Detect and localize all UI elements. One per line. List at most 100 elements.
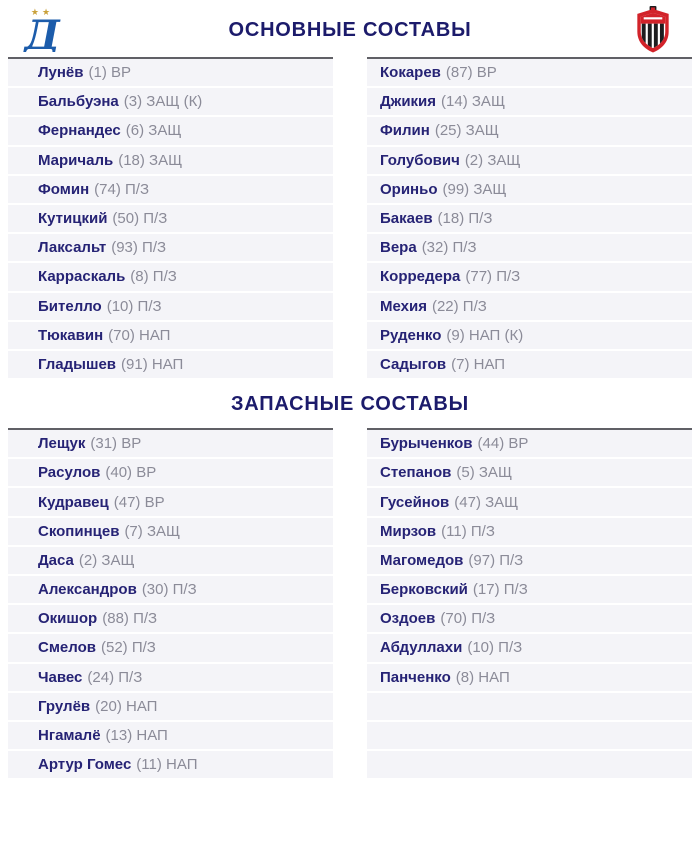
player-number-position: (7) ЗАЩ bbox=[124, 522, 181, 540]
player-name: Бурыченков bbox=[380, 435, 473, 453]
player-row: Нгамалё (13) НАП bbox=[8, 721, 333, 752]
player-row: Окишор (88) П/З bbox=[8, 605, 333, 635]
player-name: Голубович bbox=[380, 151, 460, 169]
player-row: Грулёв (20) НАП bbox=[8, 692, 333, 722]
player-number-position: (93) П/З bbox=[111, 239, 167, 257]
empty-row bbox=[367, 751, 692, 781]
player-row: Тюкавин (70) НАП bbox=[8, 321, 333, 351]
subs-away-column: Бурыченков (44) ВР Степанов (5) ЗАЩ Гусейнов… bbox=[367, 428, 692, 781]
player-name: Тюкавин bbox=[38, 326, 104, 344]
player-number-position: (70) НАП bbox=[108, 326, 171, 344]
main-home-column: Лунёв (1) ВР Бальбуэна (3) ЗАЩ (К) Фернандес… bbox=[8, 57, 333, 381]
player-row: Фернандес (6) ЗАЩ bbox=[8, 117, 333, 147]
player-number-position: (22) П/З bbox=[431, 297, 487, 315]
player-row: Магомедов (97) П/З bbox=[367, 546, 692, 576]
svg-text:★★: ★★ bbox=[31, 7, 53, 17]
player-name: Артур Гомес bbox=[38, 756, 132, 774]
player-number-position: (1) ВР bbox=[88, 64, 132, 82]
player-number-position: (32) П/З bbox=[421, 239, 477, 257]
player-number-position: (24) П/З bbox=[87, 668, 143, 686]
player-name: Фомин bbox=[38, 180, 90, 198]
player-number-position: (3) ЗАЩ (К) bbox=[123, 93, 203, 111]
player-number-position: (40) ВР bbox=[105, 464, 157, 482]
player-row: Бальбуэна (3) ЗАЩ (К) bbox=[8, 88, 333, 118]
player-name: Маричаль bbox=[38, 151, 114, 169]
player-row: Кутицкий (50) П/З bbox=[8, 204, 333, 235]
player-name: Кокарев bbox=[380, 64, 441, 82]
player-number-position: (14) ЗАЩ bbox=[441, 93, 506, 111]
player-row: Александров (30) П/З bbox=[8, 576, 333, 606]
player-name: Садыгов bbox=[380, 355, 447, 373]
player-name: Грулёв bbox=[38, 697, 91, 715]
player-number-position: (5) ЗАЩ bbox=[456, 464, 513, 482]
player-row: Мехия (22) П/З bbox=[367, 292, 692, 322]
player-number-position: (2) ЗАЩ bbox=[78, 551, 135, 569]
dynamo-moscow-crest-icon: ★★ Д bbox=[21, 4, 63, 59]
player-name: Мирзов bbox=[380, 522, 437, 540]
player-name: Расулов bbox=[38, 464, 101, 482]
player-row: Степанов (5) ЗАЩ bbox=[367, 459, 692, 489]
player-row: Гусейнов (47) ЗАЩ bbox=[367, 488, 692, 518]
player-number-position: (44) ВР bbox=[477, 435, 529, 453]
player-name: Гусейнов bbox=[380, 493, 450, 511]
player-number-position: (9) НАП (К) bbox=[446, 326, 524, 344]
player-number-position: (50) П/З bbox=[112, 210, 168, 228]
player-name: Гладышев bbox=[38, 355, 117, 373]
main-lineups-table: Лунёв (1) ВР Бальбуэна (3) ЗАЩ (К) Фернандес… bbox=[8, 57, 692, 381]
player-number-position: (87) ВР bbox=[445, 64, 497, 82]
player-row: Смелов (52) П/З bbox=[8, 634, 333, 664]
player-name: Окишор bbox=[38, 610, 98, 628]
player-name: Кутицкий bbox=[38, 210, 108, 228]
empty-row bbox=[367, 692, 692, 722]
player-row: Расулов (40) ВР bbox=[8, 459, 333, 489]
player-number-position: (18) П/З bbox=[437, 210, 493, 228]
fc-khimki-crest-icon bbox=[633, 6, 673, 58]
player-row: Маричаль (18) ЗАЩ bbox=[8, 146, 333, 176]
player-name: Даса bbox=[38, 551, 74, 569]
player-row: Руденко (9) НАП (К) bbox=[367, 321, 692, 351]
subs-lineups-title: ЗАПАСНЫЕ СОСТАВЫ bbox=[230, 392, 470, 415]
player-number-position: (31) ВР bbox=[90, 435, 142, 453]
player-name: Абдуллахи bbox=[380, 639, 463, 657]
player-row: Ориньо (99) ЗАЩ bbox=[367, 175, 692, 205]
player-row: Лунёв (1) ВР bbox=[8, 59, 333, 89]
empty-row bbox=[367, 721, 692, 752]
player-name: Вера bbox=[380, 239, 417, 257]
main-lineups-title: ОСНОВНЫЕ СОСТАВЫ bbox=[228, 19, 472, 41]
player-number-position: (47) ВР bbox=[113, 493, 165, 511]
player-row: Кудравец (47) ВР bbox=[8, 488, 333, 518]
player-name: Скопинцев bbox=[38, 522, 120, 540]
subs-home-column: Лещук (31) ВР Расулов (40) ВР Кудравец (47) В… bbox=[8, 428, 333, 781]
player-row: Бителло (10) П/З bbox=[8, 292, 333, 322]
main-lineups-header: ★★ Д ОСНОВНЫЕ СОСТАВЫ bbox=[0, 0, 700, 59]
player-row: Гладышев (91) НАП bbox=[8, 350, 333, 381]
player-number-position: (30) П/З bbox=[141, 581, 197, 599]
player-name: Лаксальт bbox=[38, 239, 107, 257]
player-row: Панченко (8) НАП bbox=[367, 663, 692, 693]
player-name: Александров bbox=[38, 581, 137, 599]
player-row: Абдуллахи (10) П/З bbox=[367, 634, 692, 664]
player-name: Фернандес bbox=[38, 122, 121, 140]
player-row: Даса (2) ЗАЩ bbox=[8, 546, 333, 576]
player-row: Оздоев (70) П/З bbox=[367, 605, 692, 635]
player-name: Кудравец bbox=[38, 493, 109, 511]
player-row: Берковский (17) П/З bbox=[367, 576, 692, 606]
player-row: Лещук (31) ВР bbox=[8, 430, 333, 460]
player-name: Магомедов bbox=[380, 551, 464, 569]
player-number-position: (70) П/З bbox=[440, 610, 496, 628]
player-row: Корредера (77) П/З bbox=[367, 263, 692, 293]
player-row: Садыгов (7) НАП bbox=[367, 350, 692, 381]
player-number-position: (2) ЗАЩ bbox=[464, 151, 521, 169]
player-name: Чавес bbox=[38, 668, 83, 686]
svg-text:Д: Д bbox=[22, 12, 61, 52]
player-number-position: (10) П/З bbox=[467, 639, 523, 657]
player-number-position: (91) НАП bbox=[121, 355, 184, 373]
player-name: Корредера bbox=[380, 268, 461, 286]
player-row: Кокарев (87) ВР bbox=[367, 59, 692, 89]
player-row: Мирзов (11) П/З bbox=[367, 517, 692, 547]
player-row: Вера (32) П/З bbox=[367, 234, 692, 264]
player-number-position: (25) ЗАЩ bbox=[434, 122, 499, 140]
player-name: Бителло bbox=[38, 297, 102, 315]
player-row: Бакаев (18) П/З bbox=[367, 204, 692, 235]
player-row: Чавес (24) П/З bbox=[8, 663, 333, 693]
